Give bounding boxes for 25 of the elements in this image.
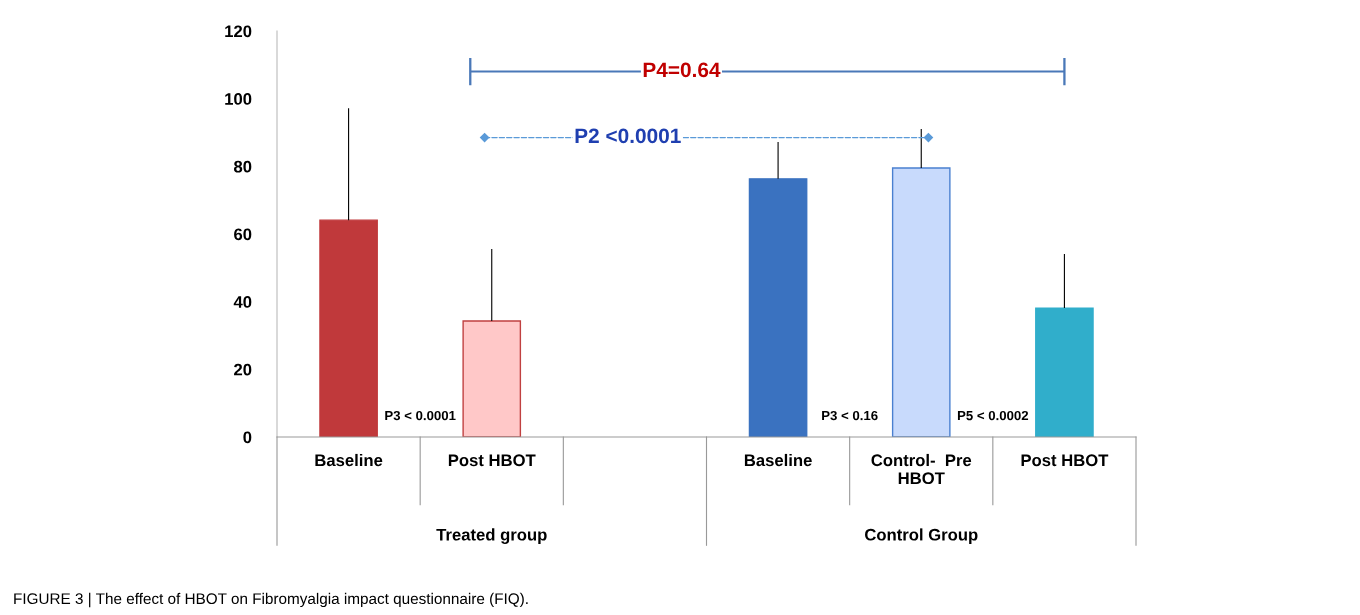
annotation: P5 < 0.0002 <box>957 410 1029 421</box>
y-tick-label: 80 <box>233 160 252 173</box>
x-tick-label: Post HBOT <box>448 454 536 467</box>
x-tick-label: Baseline <box>744 453 812 467</box>
y-tick-label: 100 <box>225 93 252 105</box>
annotation: P2 <0.0001 <box>575 128 681 144</box>
bar <box>748 178 808 437</box>
bar <box>319 219 378 437</box>
caption: FIGURE 3 | The effect of HBOT on Fibromyalgia impact questionnaire (FIQ). <box>14 592 528 608</box>
bar <box>1035 307 1094 437</box>
x-tick-label: Baseline <box>315 453 383 467</box>
annotation: P3 < 0.16 <box>822 410 878 421</box>
text: Control Group <box>865 528 978 544</box>
x-tick-label: Post HBOT <box>1021 454 1109 467</box>
y-tick-label: 60 <box>234 228 252 241</box>
y-tick-label: 120 <box>225 25 252 38</box>
y-tick-label: 20 <box>234 363 252 376</box>
y-tick-label: 0 <box>243 431 252 444</box>
x-tick-label: Control- Pre HBOT <box>871 453 972 485</box>
annotation: P4=0.64 <box>643 62 721 78</box>
bar <box>462 320 522 437</box>
annotation: P3 < 0.0001 <box>385 410 456 421</box>
y-tick-label: 40 <box>233 296 252 308</box>
text: Treated group <box>436 528 547 544</box>
bar <box>891 167 951 437</box>
